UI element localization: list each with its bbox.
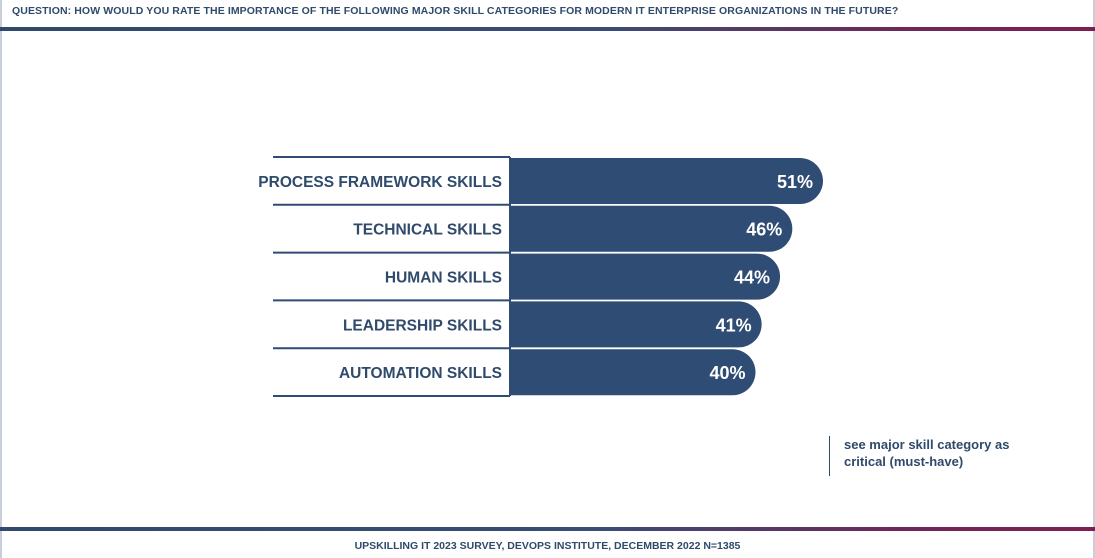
bar — [510, 301, 762, 348]
category-label: AUTOMATION SKILLS — [339, 365, 502, 382]
value-label: 46% — [746, 220, 782, 240]
value-label: 40% — [709, 363, 745, 383]
footer-divider — [0, 527, 1095, 531]
category-label: HUMAN SKILLS — [385, 270, 502, 287]
question-title: QUESTION: HOW WOULD YOU RATE THE IMPORTA… — [12, 5, 899, 17]
bar — [510, 253, 781, 300]
footer-source: UPSKILLING IT 2023 SURVEY, DEVOPS INSTIT… — [354, 540, 741, 552]
legend-note-line-2: critical (must-have) — [844, 454, 964, 469]
bar — [510, 158, 823, 204]
bar — [510, 349, 756, 396]
legend-note-line-1: see major skill category as — [844, 437, 1010, 452]
bar — [510, 205, 793, 252]
category-label: TECHNICAL SKILLS — [353, 222, 502, 239]
header-divider — [0, 27, 1095, 31]
category-label: PROCESS FRAMEWORK SKILLS — [258, 174, 502, 191]
value-label: 44% — [734, 268, 770, 288]
category-label: LEADERSHIP SKILLS — [343, 317, 502, 334]
value-label: 51% — [777, 172, 813, 192]
legend-note: see major skill category as critical (mu… — [829, 436, 1044, 476]
value-label: 41% — [716, 315, 752, 335]
